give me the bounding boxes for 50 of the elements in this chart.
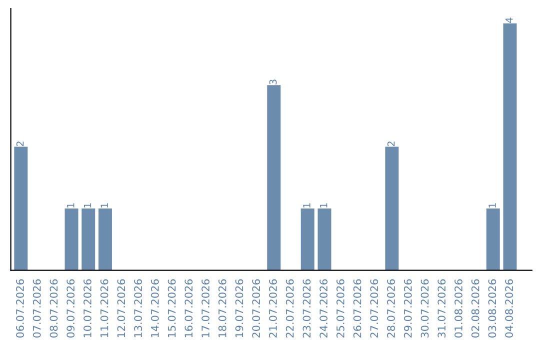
x-tick-label: 06.07.2026 [16,279,24,338]
x-tick-label: 04.08.2026 [505,279,513,338]
x-tick-label: 18.07.2026 [218,279,226,338]
x-tick-label: 02.08.2026 [471,279,480,338]
x-tick-label: 27.07.2026 [370,279,378,338]
data-label: 2 [16,142,24,146]
x-tick-label: 31.07.2026 [438,279,446,338]
bar [385,146,399,270]
bar [98,208,112,270]
data-label: 1 [100,203,108,208]
x-tick-label: 19.07.2026 [235,279,244,338]
x-tick-label: 25.07.2026 [336,279,344,338]
x-tick-label: 15.07.2026 [168,279,176,338]
bar [486,208,500,270]
x-tick-label: 16.07.2026 [184,279,193,338]
x-tick-label: 28.07.2026 [387,279,395,338]
x-tick-label: 17.07.2026 [202,279,210,338]
data-label: 1 [303,203,310,208]
bar [64,208,78,270]
bar [318,208,332,270]
data-label: 1 [67,203,74,208]
data-label: 2 [387,142,395,146]
bar [503,23,517,270]
x-tick-label: 21.07.2026 [269,279,277,338]
x-tick-label: 14.07.2026 [150,279,159,338]
x-tick-label: 07.07.2026 [32,279,41,338]
data-label: 3 [269,80,277,84]
x-tick-label: 23.07.2026 [302,279,311,338]
x-tick-label: 03.08.2026 [488,279,496,338]
bar [14,146,28,270]
x-tick-label: 26.07.2026 [353,279,362,338]
bar [267,85,281,270]
x-tick-label: 24.07.2026 [320,279,328,338]
x-tick-label: 12.07.2026 [117,279,126,338]
x-tick-label: 30.07.2026 [420,279,429,338]
x-tick-label: 11.07.2026 [100,279,108,338]
data-label: 1 [84,203,92,208]
x-tick-label: 20.07.2026 [252,279,260,338]
bar [82,208,96,270]
x-tick-label: 09.07.2026 [66,279,75,338]
x-tick-label: 01.08.2026 [454,279,462,338]
data-label: 1 [320,203,328,208]
x-tick-label: 29.07.2026 [404,279,412,338]
data-label: 4 [506,18,513,23]
x-tick-label: 22.07.2026 [286,279,294,338]
x-tick-label: 08.07.2026 [50,279,58,338]
bar [300,208,314,270]
x-tick-label: 13.07.2026 [134,279,142,338]
data-label: 1 [488,203,496,208]
x-tick-label: 10.07.2026 [84,279,92,338]
